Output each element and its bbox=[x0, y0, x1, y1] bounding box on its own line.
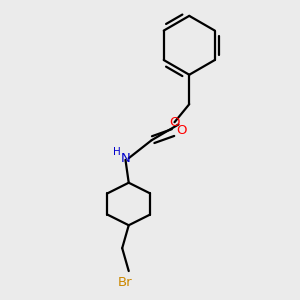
Text: H: H bbox=[113, 147, 121, 157]
Text: O: O bbox=[176, 124, 187, 137]
Text: N: N bbox=[121, 152, 130, 165]
Text: Br: Br bbox=[118, 276, 133, 289]
Text: O: O bbox=[169, 116, 180, 129]
